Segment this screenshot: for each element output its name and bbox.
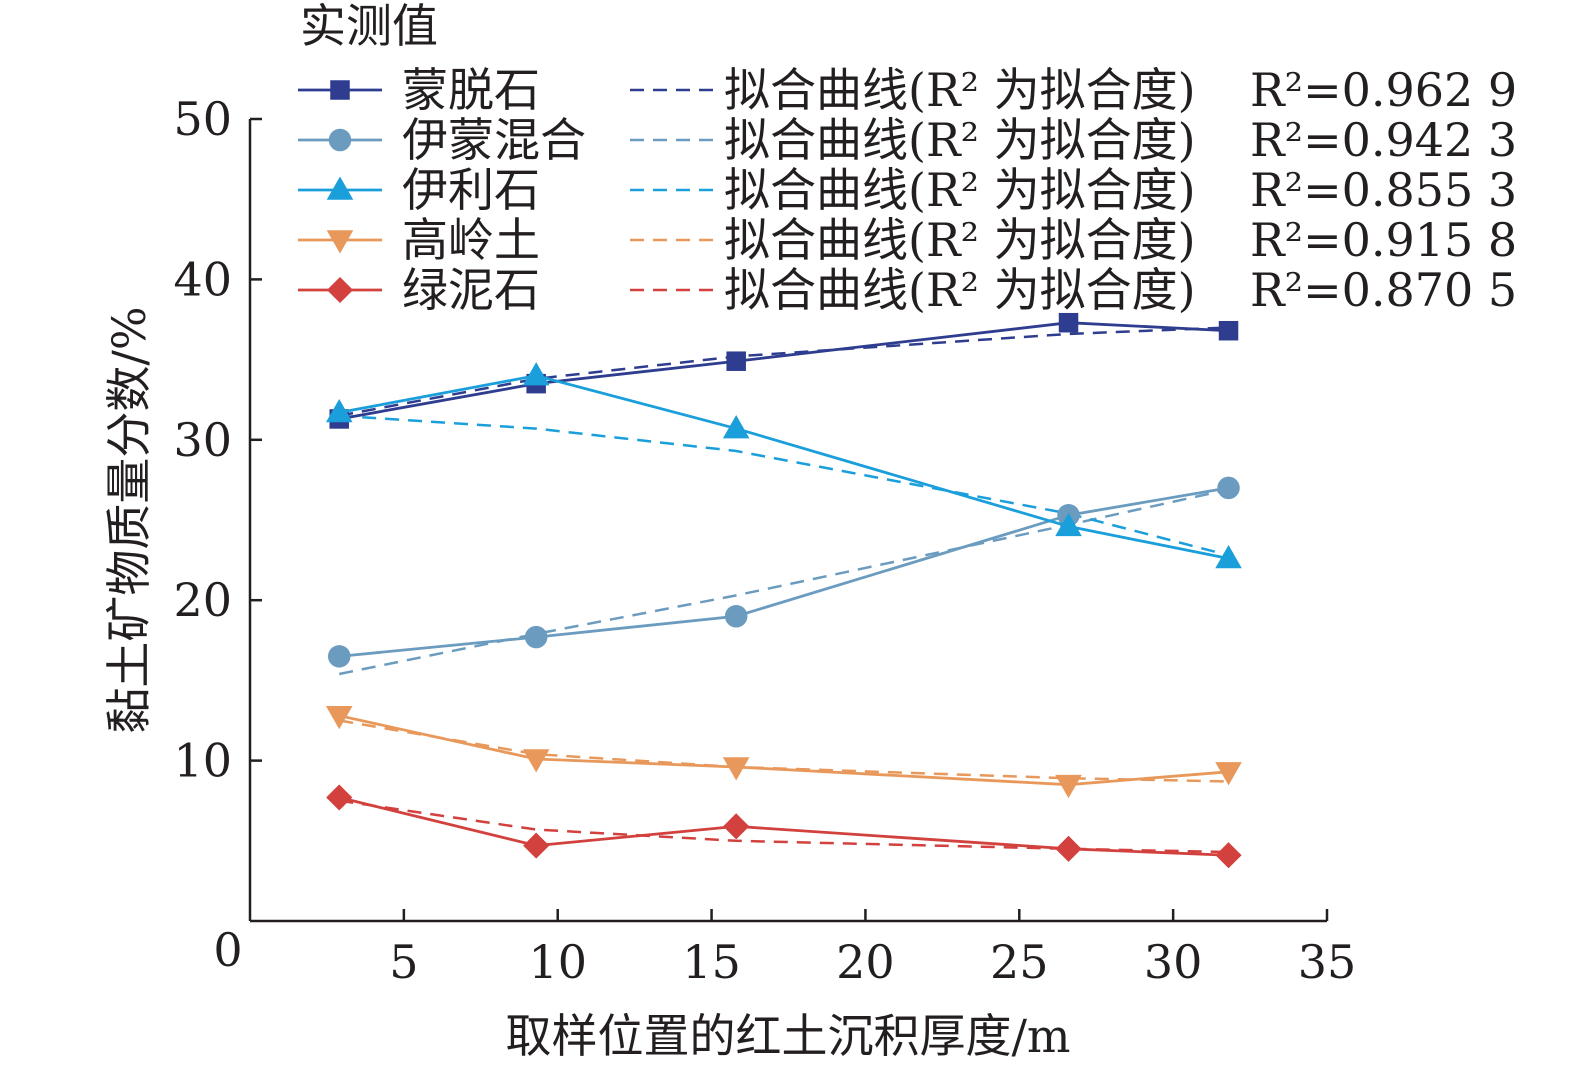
data-point <box>325 705 353 730</box>
series-line-5 <box>338 796 1229 857</box>
legend-fit-label: 拟合曲线(R² 为拟合度) <box>724 63 1196 117</box>
legend-series-name: 蒙脱石 <box>402 63 540 117</box>
y-tick-label: 40 <box>173 252 232 306</box>
series-line-4 <box>338 714 1229 787</box>
x-tick-label: 35 <box>1298 935 1357 989</box>
data-point <box>1217 476 1240 500</box>
data-point <box>327 645 351 668</box>
legend-marker <box>326 276 354 304</box>
legend-fit-label: 拟合曲线(R² 为拟合度) <box>724 163 1196 217</box>
data-point <box>1215 544 1242 569</box>
data-point <box>723 813 750 840</box>
data-point <box>325 399 353 423</box>
legend-marker <box>328 128 352 152</box>
y-tick-label: 30 <box>173 413 232 467</box>
x-tick-label: 15 <box>682 935 741 989</box>
legend-r2-value: R²=0.962 9 <box>1250 63 1517 117</box>
data-point <box>1215 842 1242 869</box>
legend-series-name: 伊利石 <box>402 163 540 217</box>
legend-marker <box>326 230 354 254</box>
legend-fit-label: 拟合曲线(R² 为拟合度) <box>724 263 1196 317</box>
legend-marker <box>326 176 354 200</box>
data-point <box>524 625 548 649</box>
data-point <box>1055 774 1082 799</box>
data-point <box>1215 762 1242 786</box>
data-point <box>522 362 550 386</box>
y-tick-label: 20 <box>173 573 232 627</box>
fit-curve-2 <box>338 488 1229 676</box>
x-tick-label: 25 <box>990 935 1049 989</box>
legend-series-name: 绿泥石 <box>402 263 540 317</box>
y-tick-label: 10 <box>173 734 232 788</box>
x-tick-label: 30 <box>1144 935 1203 989</box>
fit-curve-4 <box>339 719 1229 783</box>
x-tick-label: 10 <box>528 935 587 989</box>
legend-marker <box>330 80 350 100</box>
origin-label: 0 <box>213 923 242 977</box>
legend-r2-value: R²=0.855 3 <box>1250 163 1517 217</box>
legend-r2-value: R²=0.915 8 <box>1250 213 1517 267</box>
ticks: 5 10 15 20 25 30 35 10 20 30 40 50 <box>173 92 1356 989</box>
y-axis-title: 黏土矿物质量分数/% <box>102 306 156 733</box>
data-point <box>1055 835 1082 862</box>
legend-title: 实测值 <box>300 0 438 53</box>
series-line-3 <box>338 374 1229 560</box>
series-line-2 <box>339 486 1229 658</box>
legend-r2-value: R²=0.870 5 <box>1250 263 1517 317</box>
x-tick-label: 5 <box>389 935 418 989</box>
data-point <box>522 749 550 773</box>
legend-series-name: 高岭土 <box>402 213 540 267</box>
data-series <box>325 312 1242 869</box>
data-point <box>326 784 353 811</box>
data-point <box>724 604 748 628</box>
legend-fit-label: 拟合曲线(R² 为拟合度) <box>724 213 1196 267</box>
data-point <box>1055 512 1082 537</box>
x-axis-title: 取样位置的红土沉积厚度/m <box>505 1009 1070 1063</box>
axes <box>248 119 1327 923</box>
series-line-1 <box>338 321 1229 421</box>
fit-curve-5 <box>339 799 1229 854</box>
legend-series-name: 伊蒙混合 <box>402 113 586 167</box>
data-point <box>722 757 750 781</box>
data-point <box>726 351 746 371</box>
data-point <box>523 832 550 859</box>
data-point <box>1218 320 1239 341</box>
fit-curve-3 <box>339 414 1229 557</box>
fit-curves <box>338 326 1229 854</box>
legend-fit-label: 拟合曲线(R² 为拟合度) <box>724 113 1196 167</box>
data-point <box>1058 312 1079 333</box>
legend-r2-value: R²=0.942 3 <box>1250 113 1517 167</box>
x-tick-label: 20 <box>836 935 895 989</box>
fit-curve-1 <box>339 326 1229 417</box>
y-tick-label: 50 <box>173 92 232 146</box>
data-point <box>722 415 750 439</box>
